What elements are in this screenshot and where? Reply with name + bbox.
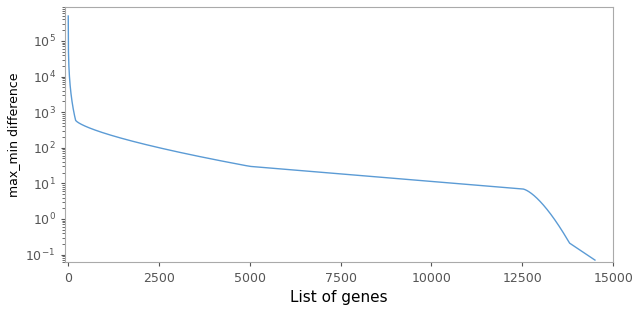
Y-axis label: max_min difference: max_min difference [7, 72, 20, 197]
X-axis label: List of genes: List of genes [290, 290, 388, 305]
